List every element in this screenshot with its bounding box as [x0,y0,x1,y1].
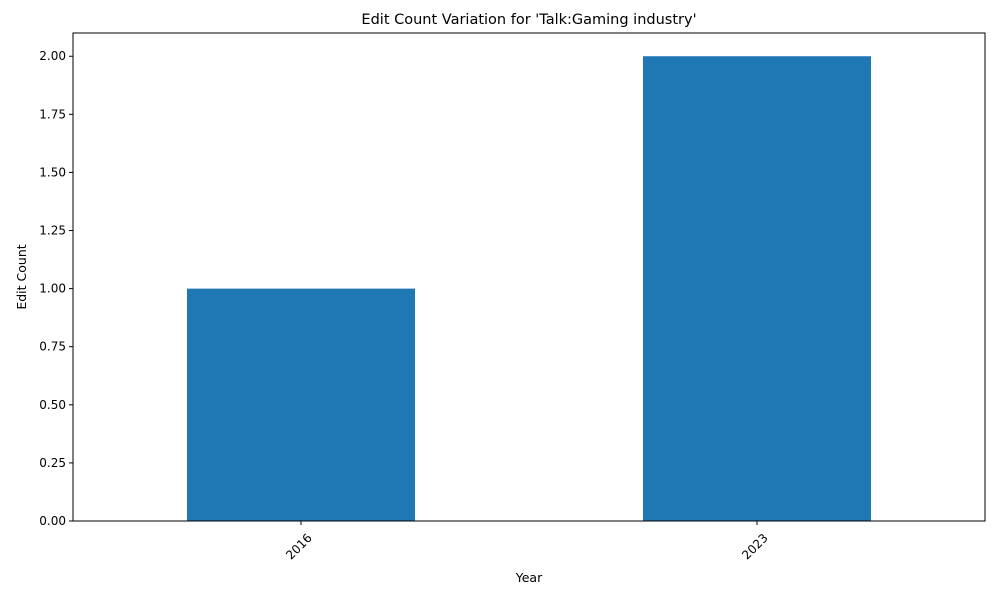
plot-frame [72,32,986,522]
y-tick-label: 2.00 [39,49,66,63]
x-tick-label-2016: 2016 [283,531,314,562]
bar-2023 [643,56,871,521]
y-tick-label: 1.50 [39,165,66,179]
x-axis-label: Year [515,570,543,585]
y-tick-label: 1.25 [39,224,66,238]
y-axis-ticks: 0.00 0.25 0.50 0.75 1.00 1.25 1.50 1.75 2.00 [39,49,73,528]
y-tick-label: 0.25 [39,456,66,470]
y-tick-label: 0.50 [39,398,66,412]
y-tick-label: 1.75 [39,107,66,121]
y-tick-label: 0.75 [39,340,66,354]
chart-title: Edit Count Variation for 'Talk:Gaming in… [361,12,696,28]
y-tick-label: 1.00 [39,282,66,296]
y-axis-label: Edit Count [14,244,29,309]
x-tick-label-2023: 2023 [739,531,770,562]
bar-2016 [187,288,415,521]
y-tick-label: 0.00 [39,514,66,528]
bars-layer [187,56,871,521]
x-axis-ticks: 2016 2023 [283,521,771,562]
